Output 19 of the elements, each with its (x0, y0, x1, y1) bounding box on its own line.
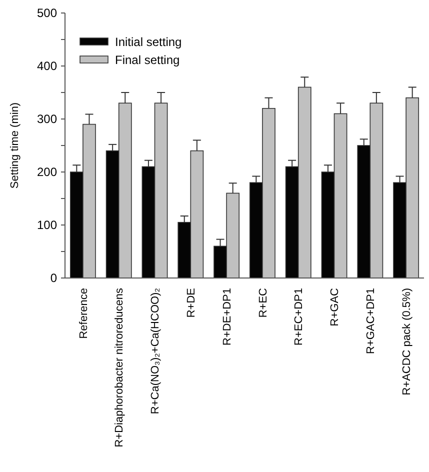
x-tick-label: R+EC (257, 288, 270, 318)
y-tick-label: 300 (36, 112, 58, 126)
y-axis-title: Setting time (min) (9, 102, 21, 189)
y-tick-label: 200 (36, 165, 58, 180)
x-tick-label: R+DE (186, 288, 198, 318)
y-tick-label: 100 (36, 218, 58, 232)
x-tick-label: Reference (78, 288, 90, 339)
x-tick-label: R+GAC (329, 288, 342, 326)
y-tick-label: 0 (50, 271, 58, 286)
x-tick-label: R+Ca(NO₃)₂+Ca(HCOO)₂ (150, 288, 162, 414)
x-tick-label: R+ACDC pack (0.5%) (400, 288, 413, 396)
x-tick-label: R+GAC+DP1 (365, 288, 377, 354)
y-tick-label: 500 (36, 6, 58, 20)
legend-label: Initial setting (115, 35, 182, 50)
x-tick-label: R+Diaphorobacter nitroreducens (114, 288, 126, 448)
x-tick-label: R+DE+DP1 (221, 288, 234, 346)
x-tick-label: R+EC+DP1 (293, 288, 306, 346)
y-tick-label: 400 (36, 59, 58, 74)
legend-label: Final setting (115, 53, 180, 68)
